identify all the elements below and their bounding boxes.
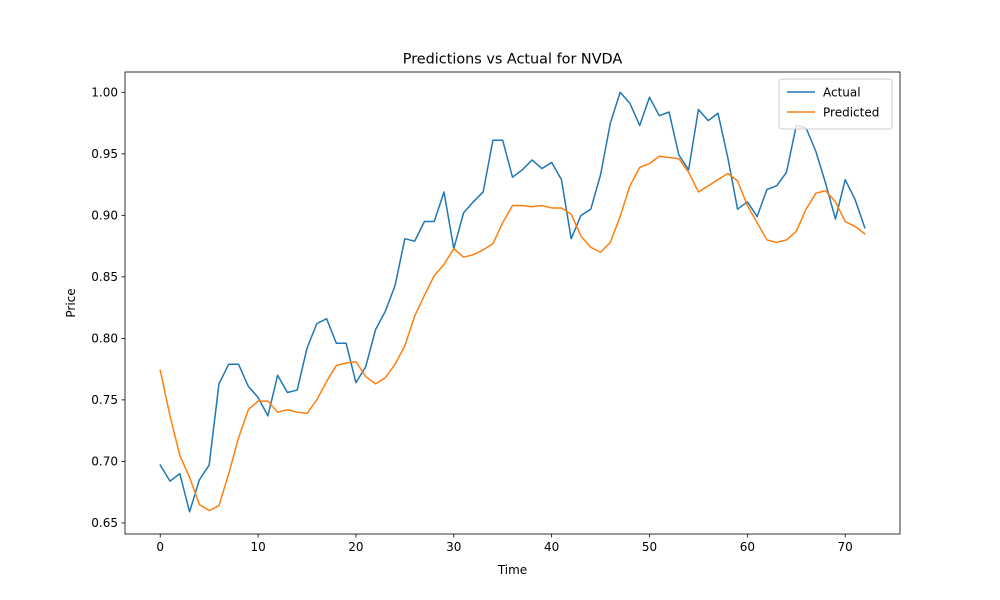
x-tick-label: 0 [156, 540, 164, 554]
series-line-actual [159, 91, 866, 513]
x-tick-label: 70 [838, 540, 853, 554]
x-axis-label: Time [497, 563, 527, 577]
x-tick-label: 50 [642, 540, 657, 554]
y-axis: 0.65 0.70 0.75 0.80 0.85 0.90 0.95 1.00 [91, 86, 125, 530]
x-tick-label: 60 [740, 540, 755, 554]
y-tick-label: 1.00 [91, 86, 118, 100]
x-tick-label: 20 [348, 540, 363, 554]
y-tick-label: 0.70 [91, 455, 118, 469]
y-tick-label: 0.75 [91, 393, 118, 407]
x-tick-label: 40 [544, 540, 559, 554]
chart-title: Predictions vs Actual for NVDA [403, 52, 623, 68]
legend: Actual Predicted [778, 78, 893, 130]
y-tick-label: 0.85 [91, 270, 118, 284]
y-tick-label: 0.80 [91, 332, 118, 346]
y-tick-label: 0.65 [91, 516, 118, 530]
y-tick-label: 0.95 [91, 147, 118, 161]
series-line-predicted [159, 155, 866, 512]
x-tick-label: 10 [250, 540, 265, 554]
x-tick-label: 30 [446, 540, 461, 554]
legend-label: Actual [823, 86, 861, 100]
legend-label: Predicted [823, 106, 879, 120]
plot-frame [124, 71, 901, 535]
y-tick-label: 0.90 [91, 209, 118, 223]
x-axis: 0 10 20 30 40 50 60 70 [156, 534, 853, 554]
series-layer [159, 91, 866, 513]
y-axis-label: Price [64, 288, 78, 317]
